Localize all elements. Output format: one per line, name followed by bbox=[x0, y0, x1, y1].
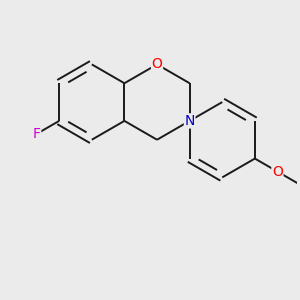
Text: O: O bbox=[152, 57, 163, 71]
Text: F: F bbox=[33, 127, 41, 141]
Text: O: O bbox=[272, 165, 283, 178]
Text: N: N bbox=[184, 114, 195, 128]
